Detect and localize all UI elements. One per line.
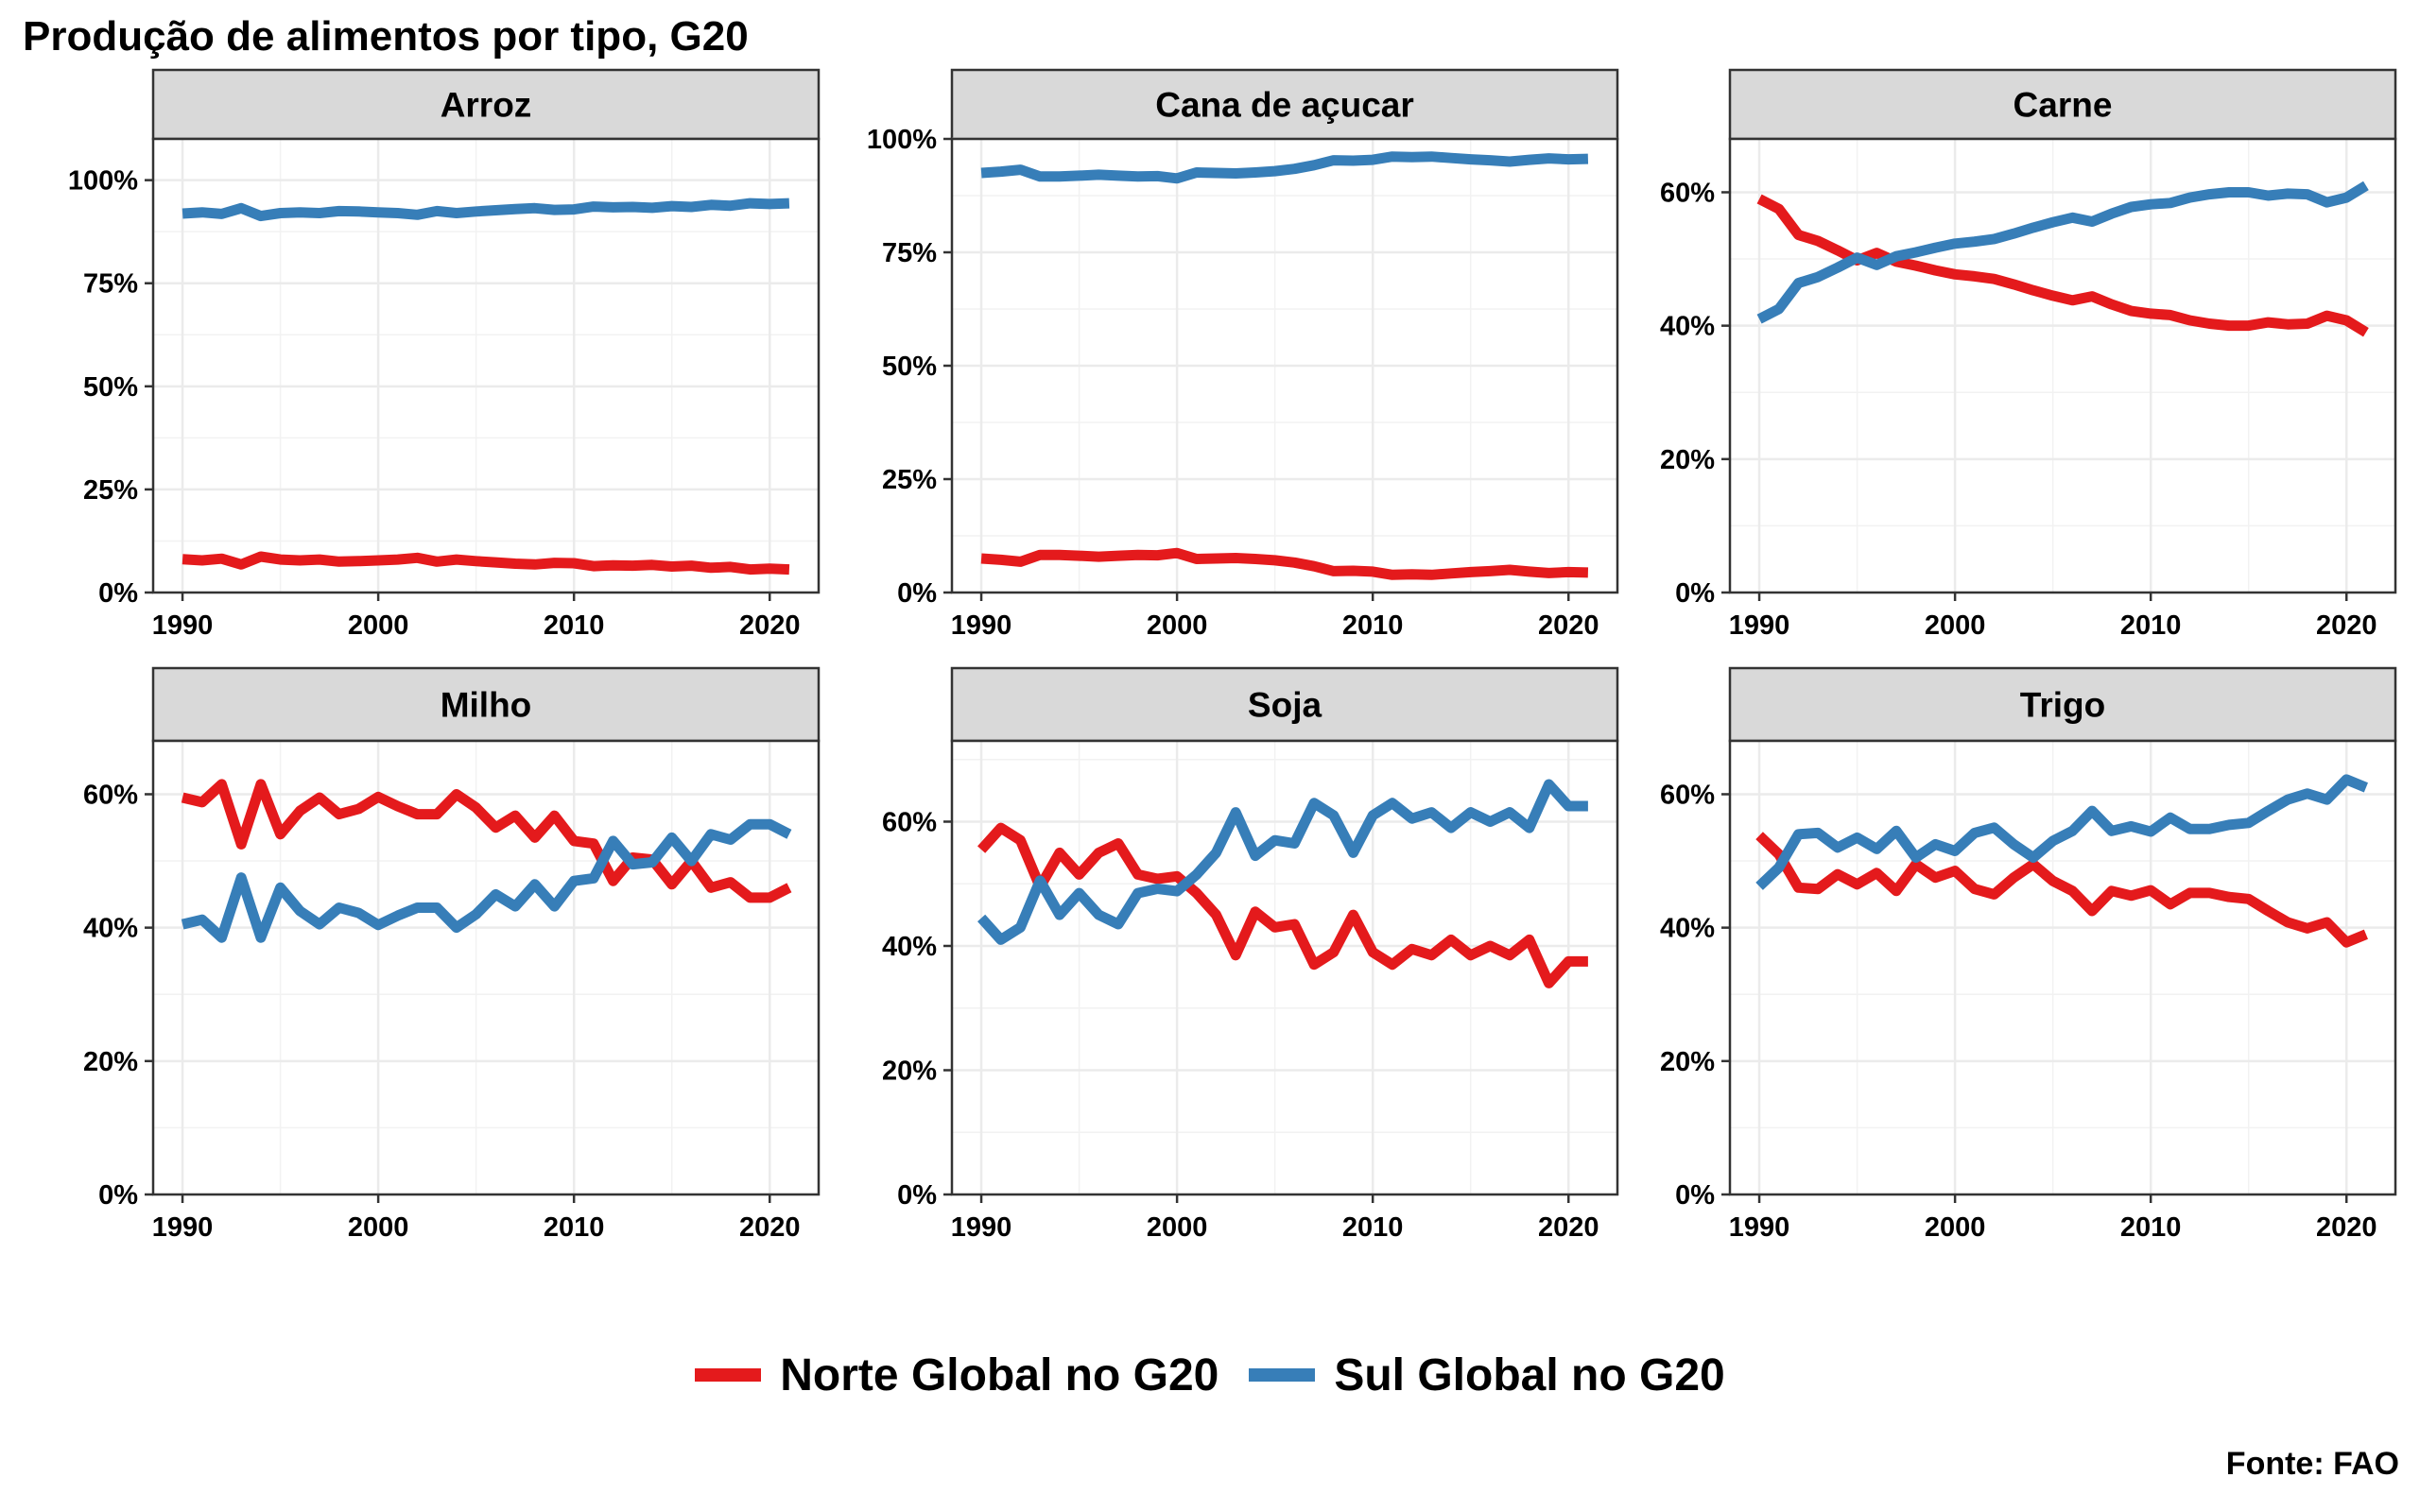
facet-milho: Milho 0% 20% 40% 60% 1990 2000 2010 2020 <box>83 666 821 1243</box>
x-tick-label: 2010 <box>544 1212 605 1243</box>
x-tick-label: 2000 <box>348 1212 409 1243</box>
series-line-sul <box>977 779 1588 945</box>
series-line-norte <box>182 551 790 576</box>
legend-label-norte: Norte Global no G20 <box>780 1349 1219 1400</box>
facet-title: Carne <box>2014 86 2113 125</box>
facet-title: Arroz <box>441 86 532 125</box>
series-line-norte <box>1755 832 2368 948</box>
x-tick-label: 1990 <box>951 610 1012 641</box>
facet-title: Soja <box>1248 686 1322 725</box>
y-tick-label: 0% <box>98 578 138 609</box>
chart-title: Produção de alimentos por tipo, G20 <box>23 13 749 60</box>
legend-item-norte: Norte Global no G20 <box>695 1349 1219 1401</box>
y-tick-label: 100% <box>68 166 138 197</box>
x-tick-label: 2020 <box>739 1212 801 1243</box>
series-line-sul <box>1755 774 2368 890</box>
legend: Norte Global no G20 Sul Global no G20 <box>0 1342 2420 1408</box>
x-tick-label: 2020 <box>1538 1212 1599 1243</box>
panel-border <box>1728 137 2397 594</box>
x-tick-label: 2000 <box>1147 610 1208 641</box>
y-tick-label: 20% <box>83 1047 138 1077</box>
y-tick-label: 0% <box>1675 578 1715 609</box>
series-line-sul <box>980 151 1589 184</box>
panel-border <box>950 739 1619 1196</box>
facet-title: Cana de açucar <box>1155 86 1414 125</box>
series-line-norte <box>980 547 1589 580</box>
x-tick-label: 2020 <box>2316 1212 2377 1243</box>
x-tick-label: 2000 <box>1147 1212 1208 1243</box>
facet-strip <box>1728 68 2397 141</box>
legend-label-sul: Sul Global no G20 <box>1334 1349 1725 1400</box>
plot-area <box>1730 139 2395 593</box>
x-tick-label: 1990 <box>152 1212 214 1243</box>
y-tick-label: 40% <box>83 914 138 944</box>
legend-swatch-sul <box>1249 1368 1316 1382</box>
x-tick-label: 2020 <box>2316 610 2377 641</box>
facet-soja: Soja 0% 20% 40% 60% 1990 2000 2010 2020 <box>882 666 1619 1243</box>
facet-title: Milho <box>441 686 532 725</box>
y-tick-label: 50% <box>83 372 138 403</box>
plot-area <box>1730 741 2395 1194</box>
y-tick-label: 0% <box>98 1180 138 1211</box>
facet-strip <box>950 68 1619 141</box>
facet-title: Trigo <box>2020 686 2105 725</box>
y-tick-label: 40% <box>1660 914 1715 944</box>
y-tick-label: 60% <box>882 807 937 837</box>
panel-border <box>151 137 821 594</box>
x-tick-label: 2010 <box>1342 1212 1404 1243</box>
x-tick-label: 1990 <box>1729 1212 1790 1243</box>
x-tick-label: 2020 <box>1538 610 1599 641</box>
source-caption: Fonte: FAO <box>2225 1446 2399 1482</box>
y-tick-label: 40% <box>1660 312 1715 342</box>
legend-swatch-norte <box>695 1368 762 1382</box>
facet-trigo: Trigo 0% 20% 40% 60% 1990 2000 2010 2020 <box>1660 666 2397 1243</box>
series-line-sul <box>181 818 792 943</box>
x-tick-label: 1990 <box>1729 610 1790 641</box>
y-tick-label: 25% <box>882 465 937 495</box>
panel-border <box>1728 739 2397 1196</box>
x-tick-label: 2010 <box>2120 1212 2182 1243</box>
y-tick-label: 75% <box>882 238 937 268</box>
y-tick-label: 60% <box>1660 178 1715 208</box>
y-tick-label: 40% <box>882 932 937 962</box>
x-tick-label: 2010 <box>2120 610 2182 641</box>
x-tick-label: 2000 <box>1925 1212 1986 1243</box>
facet-arroz: Arroz 0% 25% 50% 75% 100% 1990 2000 2010 2020 <box>68 68 821 641</box>
series-line-sul <box>182 198 790 222</box>
plot-area <box>952 741 1617 1194</box>
x-tick-label: 2000 <box>1925 610 1986 641</box>
x-tick-label: 2010 <box>544 610 605 641</box>
y-tick-label: 20% <box>882 1056 937 1086</box>
y-tick-label: 0% <box>1675 1180 1715 1211</box>
y-tick-label: 60% <box>83 780 138 810</box>
series-line-norte <box>977 822 1588 988</box>
facet-strip <box>1728 666 2397 743</box>
y-tick-label: 100% <box>867 125 937 155</box>
y-tick-label: 25% <box>83 475 138 506</box>
facet-strip <box>151 666 821 743</box>
x-tick-label: 1990 <box>152 610 214 641</box>
facet-carne: Carne 0% 20% 40% 60% 1990 2000 2010 2020 <box>1660 68 2397 641</box>
y-tick-label: 50% <box>882 352 937 382</box>
facet-cana-de-a-ucar: Cana de açucar 0% 25% 50% 75% 100% 1990 2000 201… <box>867 68 1619 641</box>
x-tick-label: 2020 <box>739 610 801 641</box>
y-tick-label: 0% <box>897 578 937 609</box>
series-line-sul <box>1756 180 2369 324</box>
legend-item-sul: Sul Global no G20 <box>1249 1349 1725 1401</box>
y-tick-label: 20% <box>1660 445 1715 475</box>
y-tick-label: 0% <box>897 1180 937 1211</box>
panel-border <box>151 739 821 1196</box>
x-tick-label: 2010 <box>1342 610 1404 641</box>
y-tick-label: 20% <box>1660 1047 1715 1077</box>
y-tick-label: 60% <box>1660 780 1715 810</box>
y-tick-label: 75% <box>83 269 138 300</box>
x-tick-label: 2000 <box>348 610 409 641</box>
x-tick-label: 1990 <box>951 1212 1012 1243</box>
facet-strip <box>151 68 821 141</box>
